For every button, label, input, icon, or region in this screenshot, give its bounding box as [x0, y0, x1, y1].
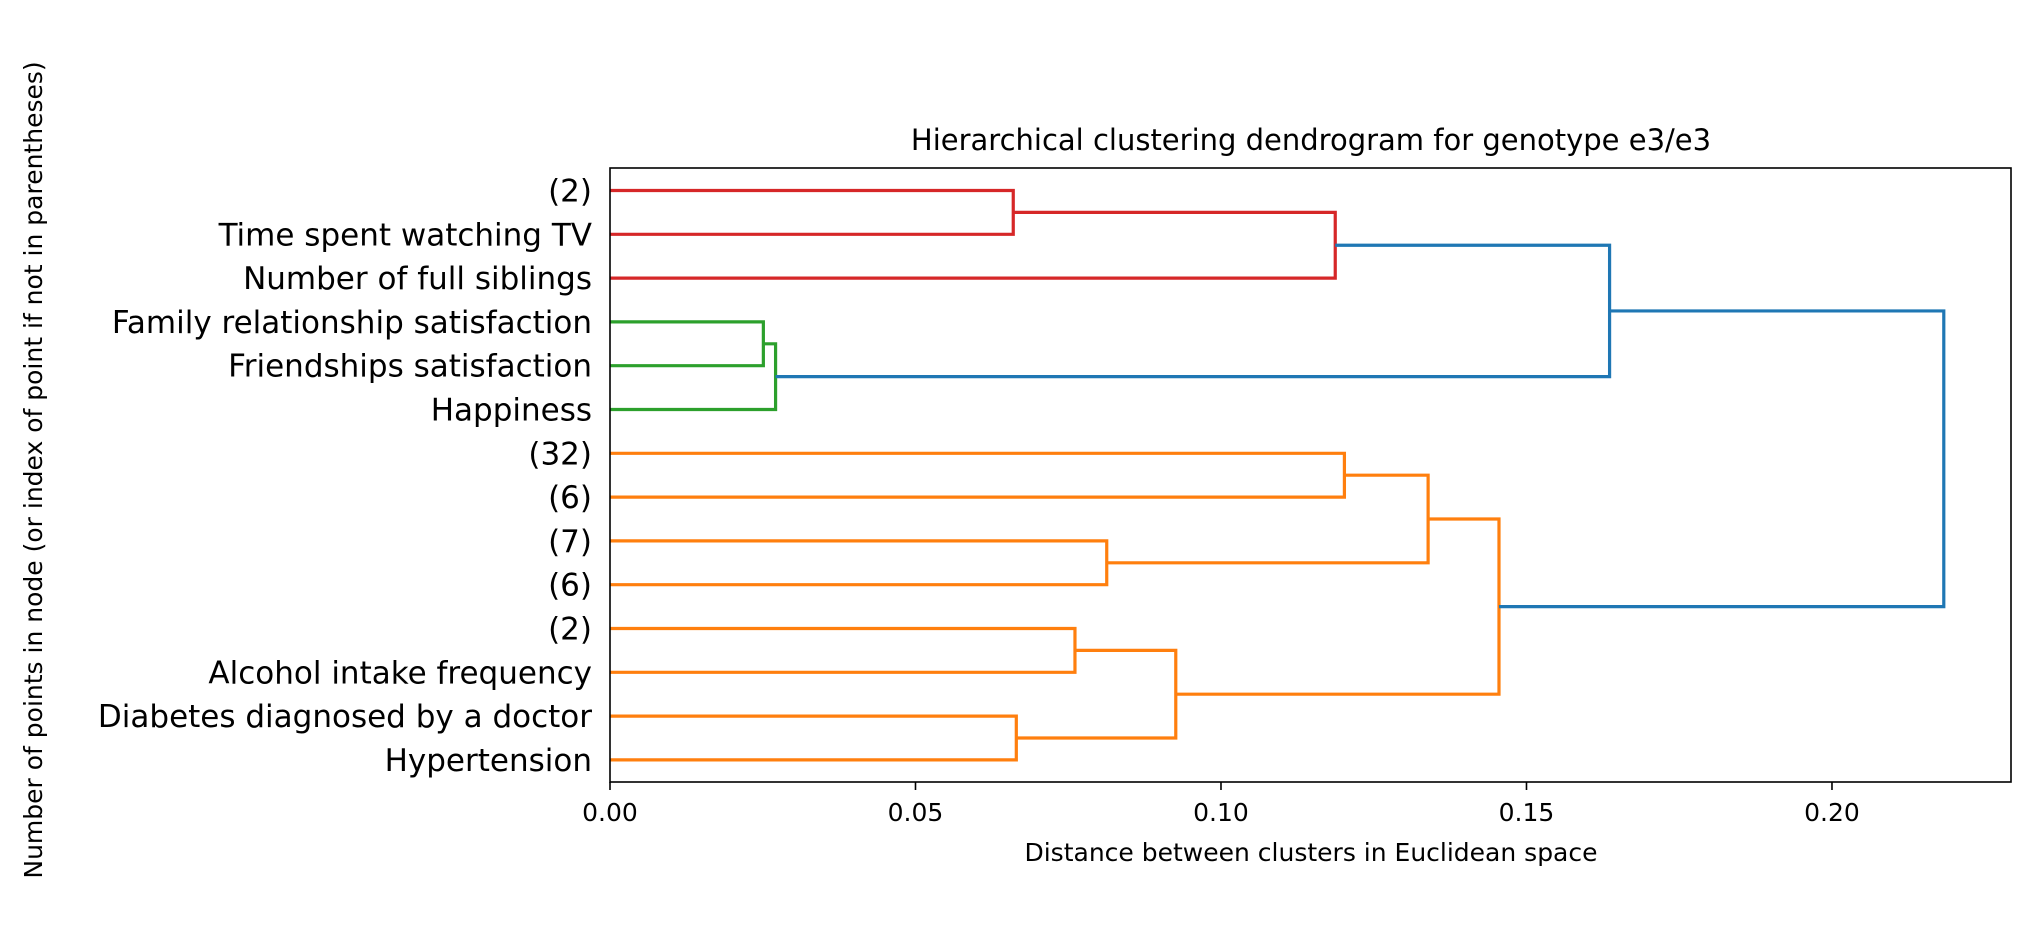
leaf-label: Hypertension	[385, 743, 592, 779]
leaf-label: (7)	[548, 524, 592, 560]
dendrogram-link-m3	[610, 320, 765, 368]
dendrogram-link-m11	[1016, 648, 1178, 740]
leaf-label: (2)	[548, 612, 592, 648]
leaf-labels: (2) Time spent watching TV Number of full …	[98, 174, 592, 779]
x-tick-label: 0.10	[1193, 798, 1249, 827]
leaf-label: (2)	[548, 174, 592, 210]
y-axis-label: Number of points in node (or index of po…	[19, 61, 48, 878]
leaf-label: Time spent watching TV	[218, 217, 592, 253]
dendrogram-link-m12	[1175, 517, 1501, 696]
dendrogram-link-m9	[610, 626, 1077, 674]
x-tick-label: 0.05	[888, 798, 944, 827]
dendrogram-link-m1	[610, 188, 1015, 236]
dendrogram-link-m13	[1498, 309, 1946, 609]
x-axis-label: Distance between clusters in Euclidean s…	[1024, 838, 1597, 867]
leaf-label: (6)	[548, 480, 592, 516]
x-tick-label: 0.20	[1804, 798, 1860, 827]
leaf-label: (6)	[548, 568, 592, 604]
leaf-label: Friendships satisfaction	[228, 349, 592, 385]
dendrogram-links	[610, 188, 1946, 762]
plot-frame	[609, 167, 2012, 783]
leaf-label: (32)	[528, 436, 592, 472]
leaf-label: Number of full siblings	[243, 261, 592, 297]
leaf-label: Family relationship satisfaction	[112, 305, 592, 341]
x-tick-label: 0.15	[1499, 798, 1555, 827]
dendrogram-link-m2	[610, 210, 1337, 280]
x-tick-label: 0.00	[582, 798, 638, 827]
dendrogram-link-m6	[610, 451, 1347, 499]
x-axis-ticks: 0.00 0.05 0.10 0.15 0.20	[582, 782, 1860, 827]
chart-title: Hierarchical clustering dendrogram for g…	[911, 123, 1711, 157]
dendrogram-link-m5	[775, 243, 1612, 379]
dendrogram-link-m8	[1106, 473, 1430, 565]
leaf-label: Happiness	[431, 393, 592, 429]
leaf-label: Diabetes diagnosed by a doctor	[98, 699, 592, 735]
dendrogram-link-m7	[610, 539, 1109, 587]
dendrogram-link-m10	[610, 714, 1018, 762]
leaf-label: Alcohol intake frequency	[208, 655, 592, 691]
dendrogram-link-m4	[610, 342, 778, 412]
